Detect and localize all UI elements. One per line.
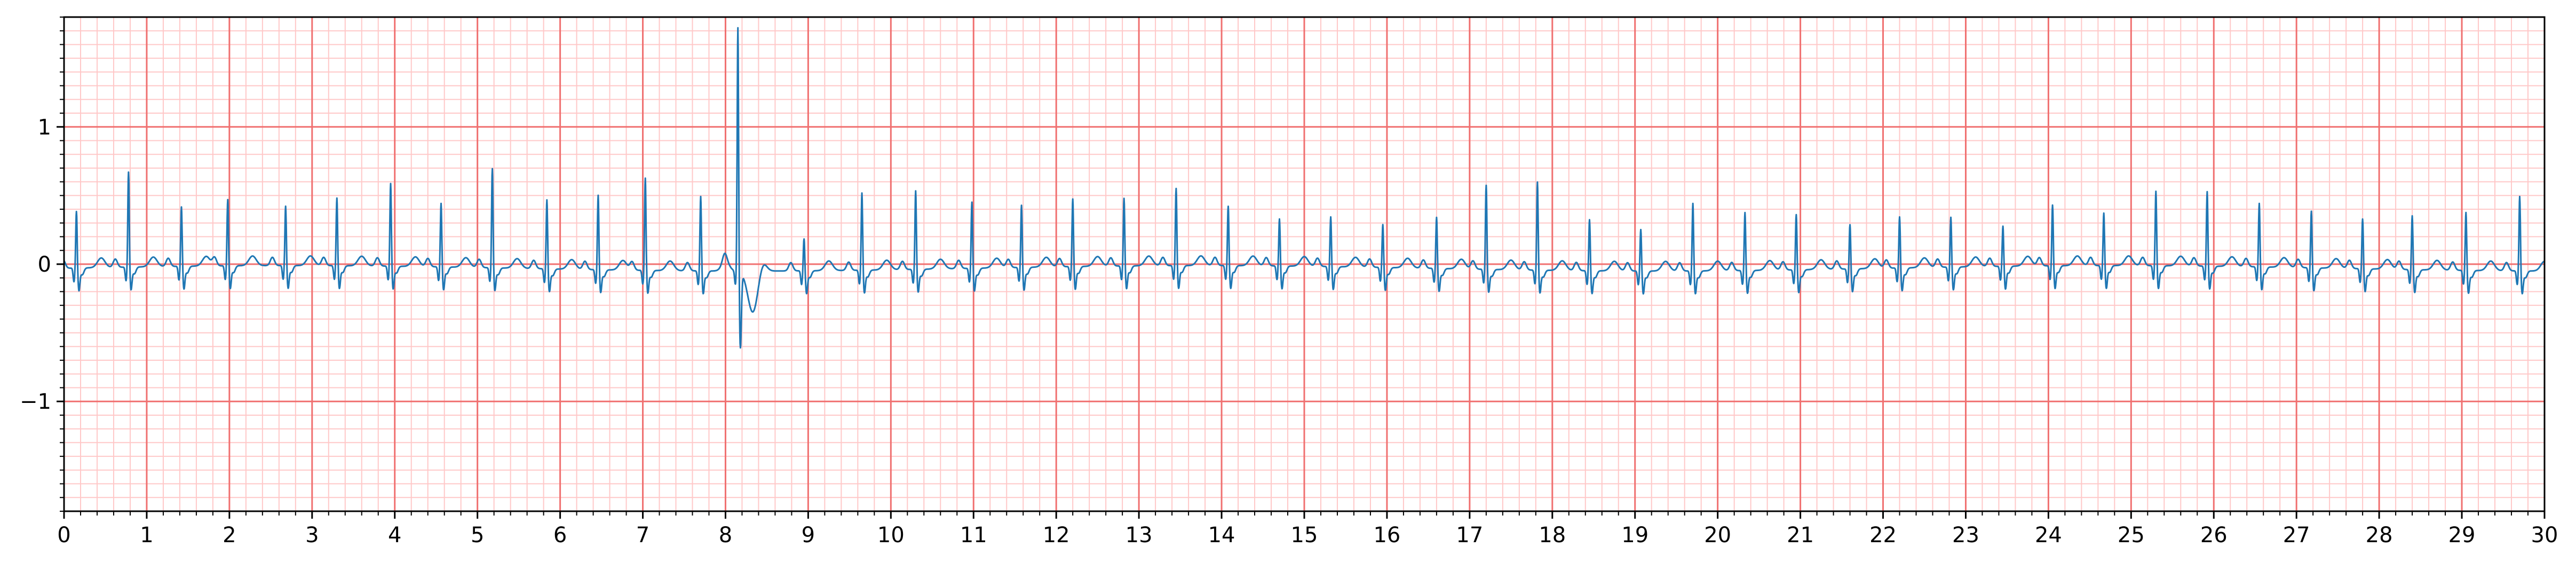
r-peak-point (2362, 218, 2364, 220)
r-peak-point (915, 190, 916, 192)
x-tick-label: 18 (1539, 523, 1566, 548)
x-tick-label: 27 (2283, 523, 2310, 548)
r-peak-point (1072, 198, 1074, 200)
x-tick-label: 12 (1043, 523, 1070, 548)
r-peak-point (2412, 215, 2413, 217)
r-peak-point (2052, 204, 2054, 206)
r-peak-point (2103, 212, 2105, 214)
tick-marks (57, 17, 2546, 519)
x-tick-label: 15 (1291, 523, 1318, 548)
r-peak-point (2155, 191, 2157, 192)
r-peak-point (645, 177, 646, 179)
r-peak-point (285, 205, 287, 207)
x-tick-label: 6 (553, 523, 567, 548)
r-peak-point (1795, 214, 1797, 216)
trace-layer (63, 27, 2545, 349)
x-tick-label: 3 (305, 523, 319, 548)
x-tick-label: 22 (1869, 523, 1897, 548)
r-peak-point (1382, 224, 1384, 225)
r-peak-point (1849, 224, 1851, 226)
r-peak-point (1950, 217, 1952, 218)
x-tick-label: 17 (1456, 523, 1483, 548)
r-peak-point (1536, 181, 1538, 183)
r-peak-point (2002, 225, 2004, 227)
r-peak-point (336, 197, 338, 199)
x-tick-label: 8 (719, 523, 732, 548)
x-tick-label: 30 (2531, 523, 2558, 548)
r-peak-point (971, 201, 973, 203)
r-peak-point (1123, 197, 1125, 199)
x-tick-label: 5 (471, 523, 484, 548)
r-peak-point (2311, 210, 2312, 212)
x-tick-label: 4 (388, 523, 401, 548)
x-tick-label: 26 (2200, 523, 2228, 548)
x-tick-label: 25 (2118, 523, 2145, 548)
r-peak-point (1175, 188, 1177, 189)
r-peak-point (1279, 218, 1280, 220)
r-peak-point (700, 196, 701, 197)
major-grid (63, 17, 2546, 511)
x-tick-label: 10 (877, 523, 905, 548)
r-peak-point (440, 203, 442, 204)
x-tick-label: 23 (1952, 523, 1979, 548)
r-peak-point (803, 238, 805, 240)
r-peak-point (1692, 203, 1694, 204)
r-peak-point (737, 27, 739, 29)
r-peak-point (227, 199, 228, 201)
x-tick-label: 19 (1621, 523, 1648, 548)
x-tick-label: 29 (2448, 523, 2476, 548)
x-tick-label: 28 (2366, 523, 2393, 548)
r-peak-point (2206, 191, 2208, 193)
ecg-trace (63, 27, 2545, 349)
r-peak-point (2258, 203, 2260, 204)
y-tick-label: 1 (38, 115, 51, 140)
r-peak-point (1589, 219, 1590, 220)
x-tick-label: 16 (1373, 523, 1400, 548)
x-tick-label: 24 (2035, 523, 2062, 548)
x-tick-label: 2 (223, 523, 236, 548)
r-peak-point (76, 211, 77, 212)
y-tick-label: −1 (20, 390, 51, 414)
x-tick-label: 11 (960, 523, 987, 548)
x-tick-label: 13 (1125, 523, 1153, 548)
x-tick-label: 21 (1787, 523, 1814, 548)
x-tick-label: 14 (1208, 523, 1235, 548)
x-tick-label: 1 (140, 523, 153, 548)
r-peak-point (861, 192, 863, 194)
tick-labels: 0 1 2 3 4 5 6 7 8 9 10 11 12 13 14 15 16 17 18 19 20 21 22 23 24… (20, 115, 2558, 548)
r-peak-point (2519, 196, 2520, 197)
r-peak-point (1021, 204, 1023, 206)
r-peak-point (546, 199, 548, 201)
r-peak-point (181, 206, 183, 208)
x-tick-label: 9 (802, 523, 815, 548)
r-peak-point (2465, 212, 2467, 213)
r-peak-point (390, 183, 391, 184)
r-peak-point (128, 171, 129, 173)
r-peak-point (1485, 185, 1487, 186)
x-tick-label: 0 (57, 523, 70, 548)
y-tick-label: 0 (38, 252, 51, 277)
r-peak-point (1640, 229, 1642, 231)
r-peak-point (492, 168, 493, 170)
r-peak-point (597, 195, 599, 196)
r-peak-point (1330, 216, 1331, 218)
r-peak-point (1899, 216, 1900, 218)
x-tick-label: 20 (1704, 523, 1731, 548)
r-peak-point (1744, 212, 1746, 213)
x-tick-label: 7 (636, 523, 649, 548)
r-peak-point (1227, 205, 1229, 207)
r-peak-point (1436, 217, 1437, 218)
